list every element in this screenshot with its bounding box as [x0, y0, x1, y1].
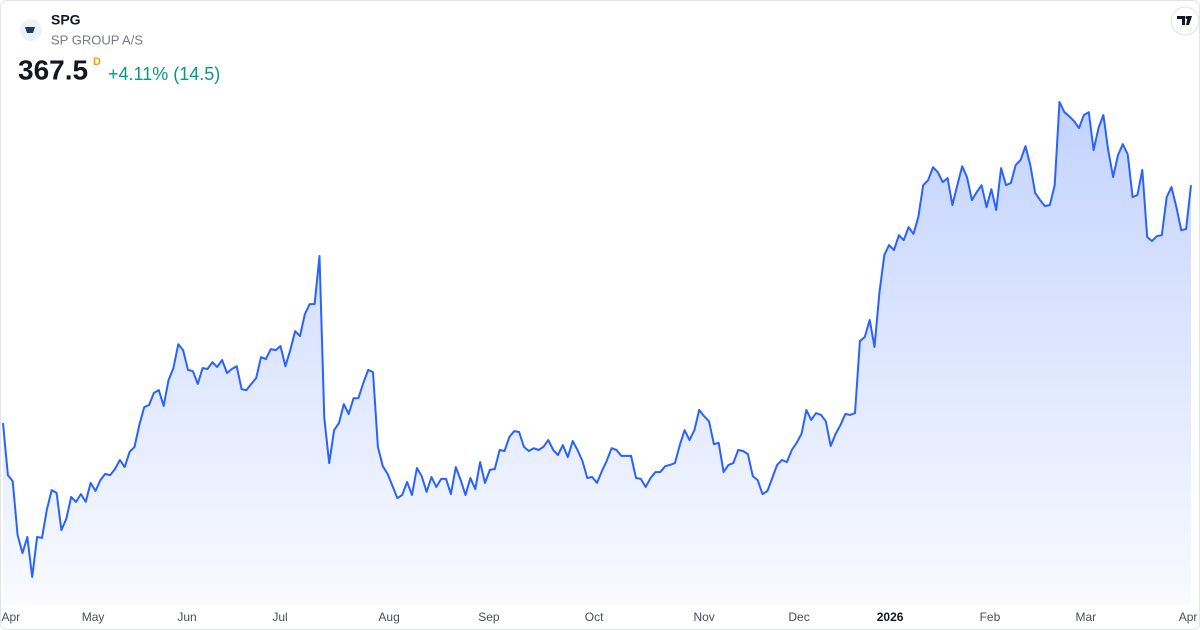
x-tick-label: Dec — [788, 610, 809, 624]
x-tick-label: Mar — [1075, 610, 1096, 624]
x-tick-label: Apr — [1179, 610, 1198, 624]
company-name: SP GROUP A/S — [51, 32, 143, 47]
tradingview-logo[interactable] — [1170, 6, 1200, 36]
price-line — [2, 101, 1192, 578]
x-tick-label: Sep — [478, 610, 500, 624]
symbol: SPG — [51, 12, 81, 28]
area-fill — [3, 102, 1191, 605]
x-tick-label: May — [82, 610, 105, 624]
x-tick-label: Feb — [980, 610, 1001, 624]
x-tick-label: Jun — [177, 610, 196, 624]
price: 367.5 — [18, 54, 88, 85]
x-tick-label: Nov — [693, 610, 714, 624]
plot-area — [2, 101, 1192, 605]
interval: D — [93, 56, 101, 68]
symbol-icon — [20, 19, 42, 41]
x-tick-label: Aug — [378, 610, 399, 624]
x-tick-label: 2026 — [877, 610, 904, 624]
x-tick-label: Apr — [1, 610, 20, 624]
x-tick-label: Jul — [272, 610, 287, 624]
price-change: +4.11% (14.5) — [108, 64, 220, 84]
x-tick-label: Oct — [585, 610, 604, 624]
